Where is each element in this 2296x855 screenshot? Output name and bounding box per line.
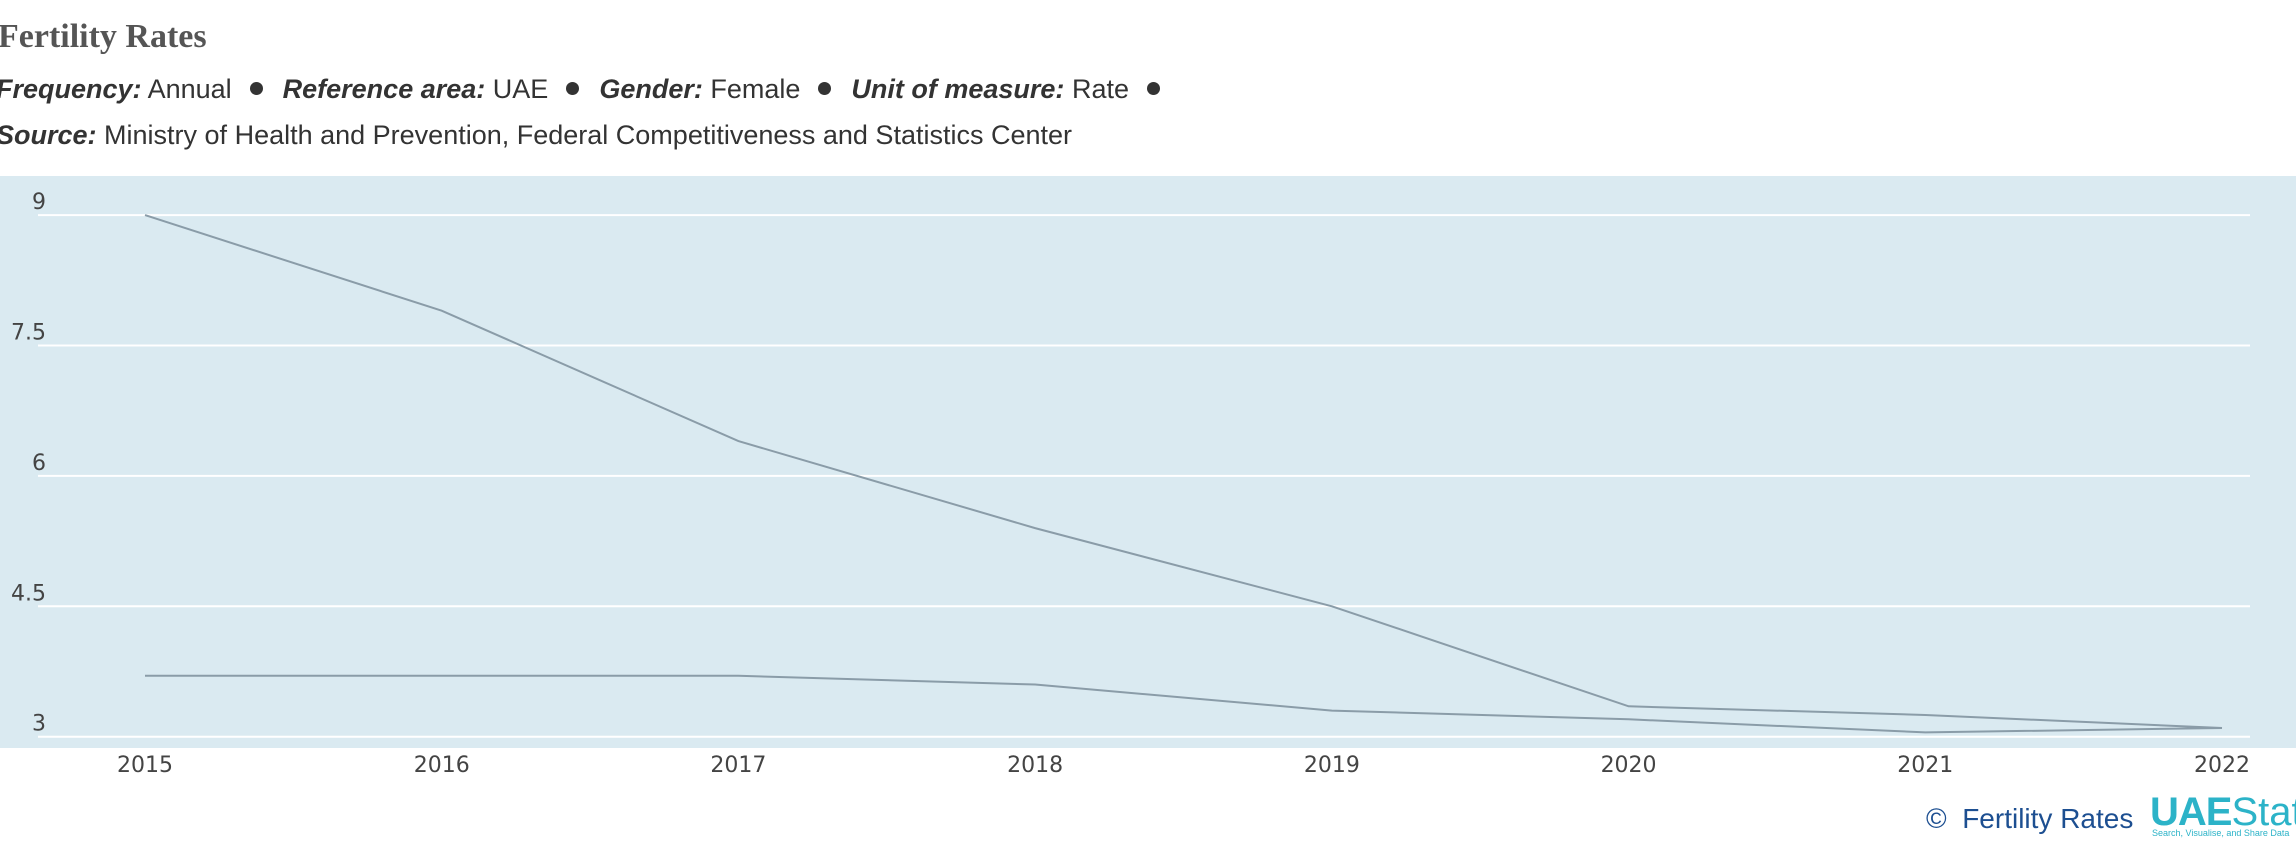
gender-value: Female — [710, 74, 801, 104]
frequency-value: Annual — [147, 74, 232, 104]
x-tick-label: 2022 — [2194, 753, 2250, 778]
gender-label: Gender: — [599, 74, 703, 104]
plot-area — [0, 176, 2296, 748]
separator-dot-icon — [249, 82, 263, 96]
x-tick-label: 2017 — [710, 753, 766, 778]
footer-text: Fertility Rates — [1962, 803, 2134, 834]
series-line-b — [145, 674, 2223, 734]
x-tick-label: 2018 — [1007, 753, 1063, 778]
line-chart: 3 4.5 6 7.5 9 2015 2016 2017 2018 2019 2020 2021 202… — [0, 176, 2296, 778]
unit-value: Rate — [1071, 74, 1129, 104]
separator-dot-icon — [818, 82, 832, 96]
y-tick-label: 7.5 — [11, 321, 46, 346]
y-tick-label: 3 — [32, 712, 46, 737]
chart-title: Fertility Rates — [0, 18, 207, 55]
x-tick-label: 2016 — [414, 753, 470, 778]
reference-area-value: UAE — [492, 74, 549, 104]
source-line: Source: Ministry of Health and Preventio… — [0, 120, 1072, 151]
logo-stat-text: Stat — [2231, 790, 2296, 834]
metadata-line: Frequency: Annual Reference area: UAE Gend… — [0, 74, 1180, 105]
unit-label: Unit of measure: — [851, 74, 1065, 104]
source-label: Source: — [0, 120, 97, 150]
x-tick-label: 2021 — [1897, 753, 1953, 778]
y-tick-label: 4.5 — [11, 581, 46, 606]
x-tick-label: 2019 — [1304, 753, 1360, 778]
footer-credit[interactable]: © Fertility Rates — [1926, 803, 2133, 835]
x-tick-label: 2015 — [117, 753, 173, 778]
logo-uae-text: UAE — [2150, 790, 2232, 834]
frequency-label: Frequency: — [0, 74, 142, 104]
y-tick-label: 9 — [32, 190, 46, 215]
reference-area-label: Reference area: — [282, 74, 486, 104]
source-value: Ministry of Health and Prevention, Feder… — [104, 120, 1072, 150]
series-line-a — [144, 214, 2223, 729]
uaestat-logo[interactable]: UAEStat Search, Visualise, and Share Dat… — [2150, 790, 2296, 840]
separator-dot-icon — [1147, 82, 1160, 96]
copyright-icon: © — [1926, 803, 1947, 834]
separator-dot-icon — [566, 82, 580, 96]
y-tick-label: 6 — [32, 451, 46, 476]
x-tick-label: 2020 — [1601, 753, 1657, 778]
logo-tagline: Search, Visualise, and Share Data — [2152, 828, 2290, 838]
